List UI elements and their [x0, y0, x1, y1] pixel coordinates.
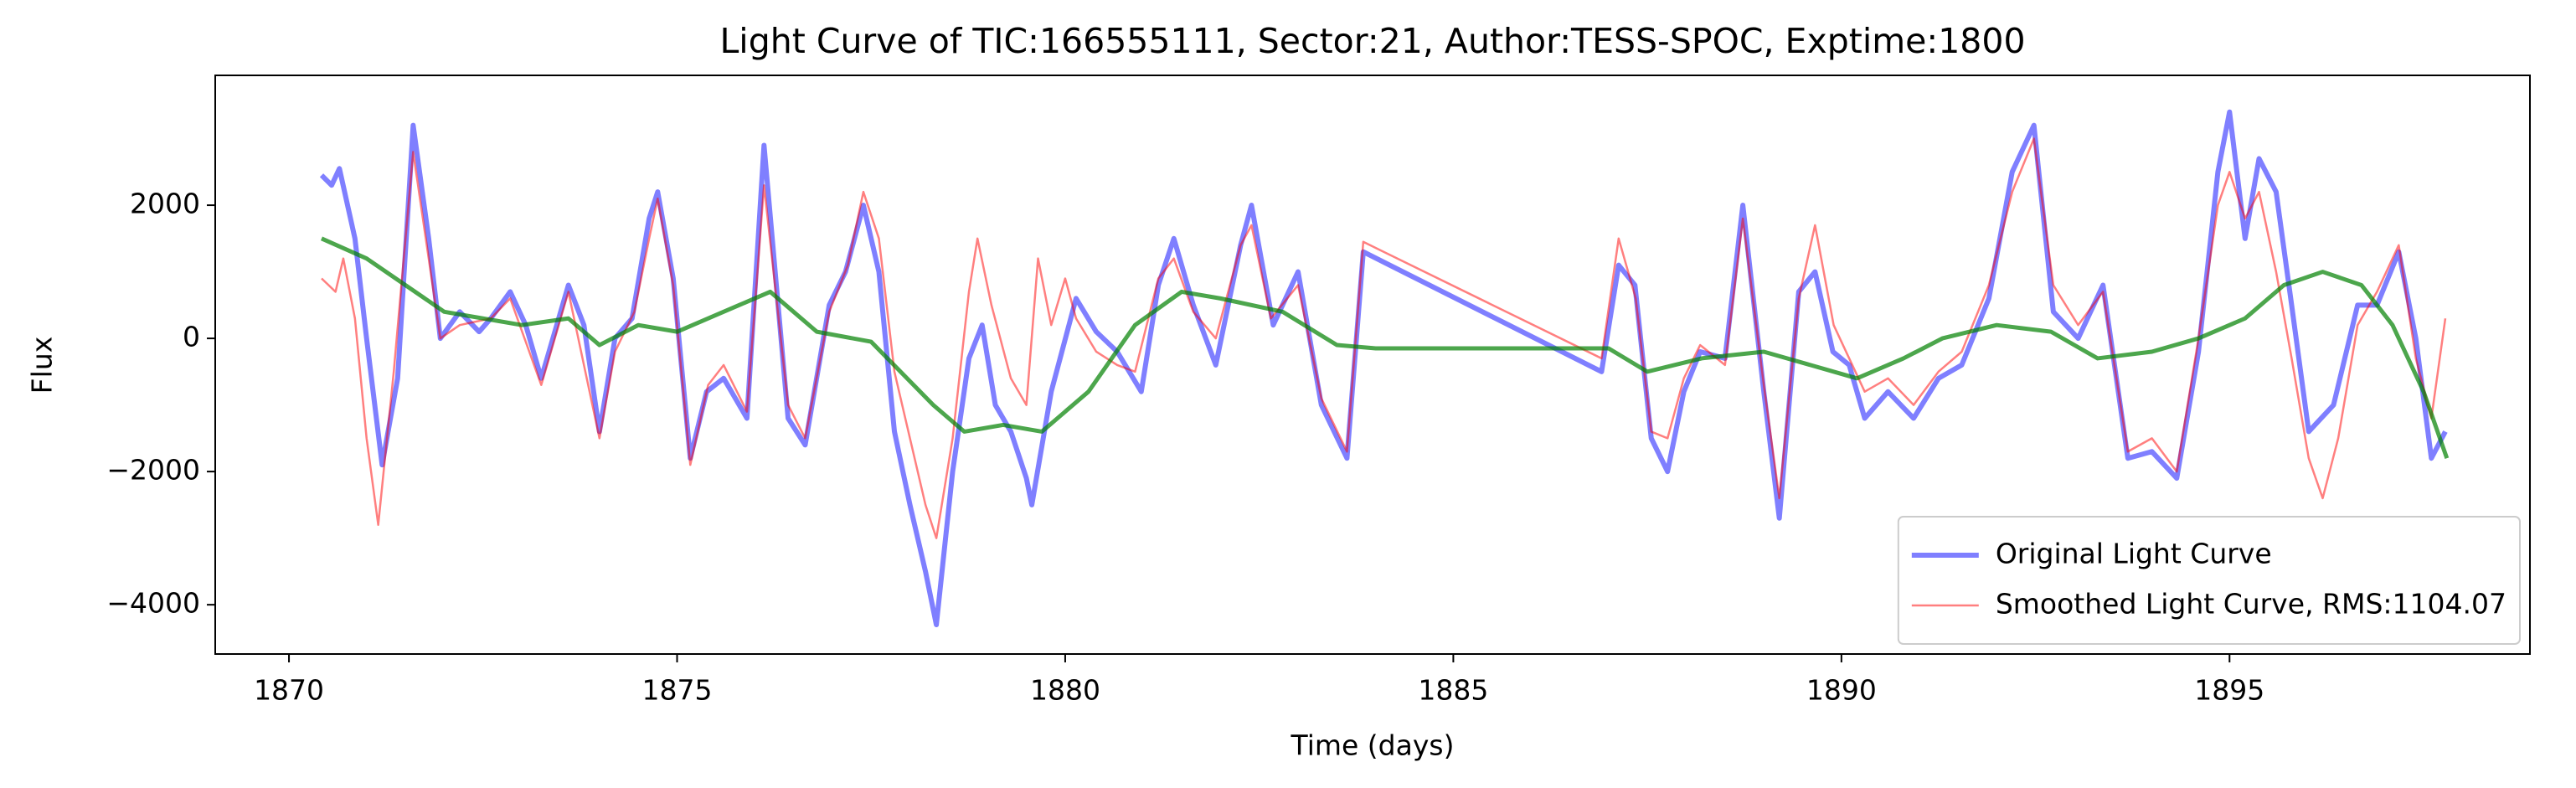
- plot-area: [319, 109, 2450, 628]
- x-tick-label: 1890: [1806, 674, 1877, 707]
- series-line: [321, 137, 2447, 539]
- legend-label: Original Light Curve: [1996, 538, 2272, 570]
- legend-box: [1897, 516, 2521, 645]
- y-tick-label: 0: [183, 321, 200, 353]
- x-tick-label: 1885: [1418, 674, 1488, 707]
- x-tick-label: 1875: [642, 674, 713, 707]
- chart-title: Light Curve of TIC:166555111, Sector:21,…: [719, 21, 2025, 61]
- plot-frame: [214, 75, 2531, 655]
- y-axis-label: Flux: [26, 337, 59, 394]
- legend-label: Smoothed Light Curve, RMS:1104.07: [1996, 588, 2506, 621]
- y-tick-label: −4000: [106, 587, 200, 620]
- legend: Original Light Curve Smoothed Light Curve…: [1897, 516, 2521, 645]
- x-axis-label: Time (days): [1291, 729, 1455, 762]
- x-tick-label: 1880: [1030, 674, 1100, 707]
- y-tick-label: −2000: [106, 454, 200, 487]
- series-line: [320, 236, 2450, 460]
- x-tick-label: 1895: [2194, 674, 2264, 707]
- x-tick-label: 1870: [254, 674, 324, 707]
- y-tick-label: 2000: [130, 188, 200, 220]
